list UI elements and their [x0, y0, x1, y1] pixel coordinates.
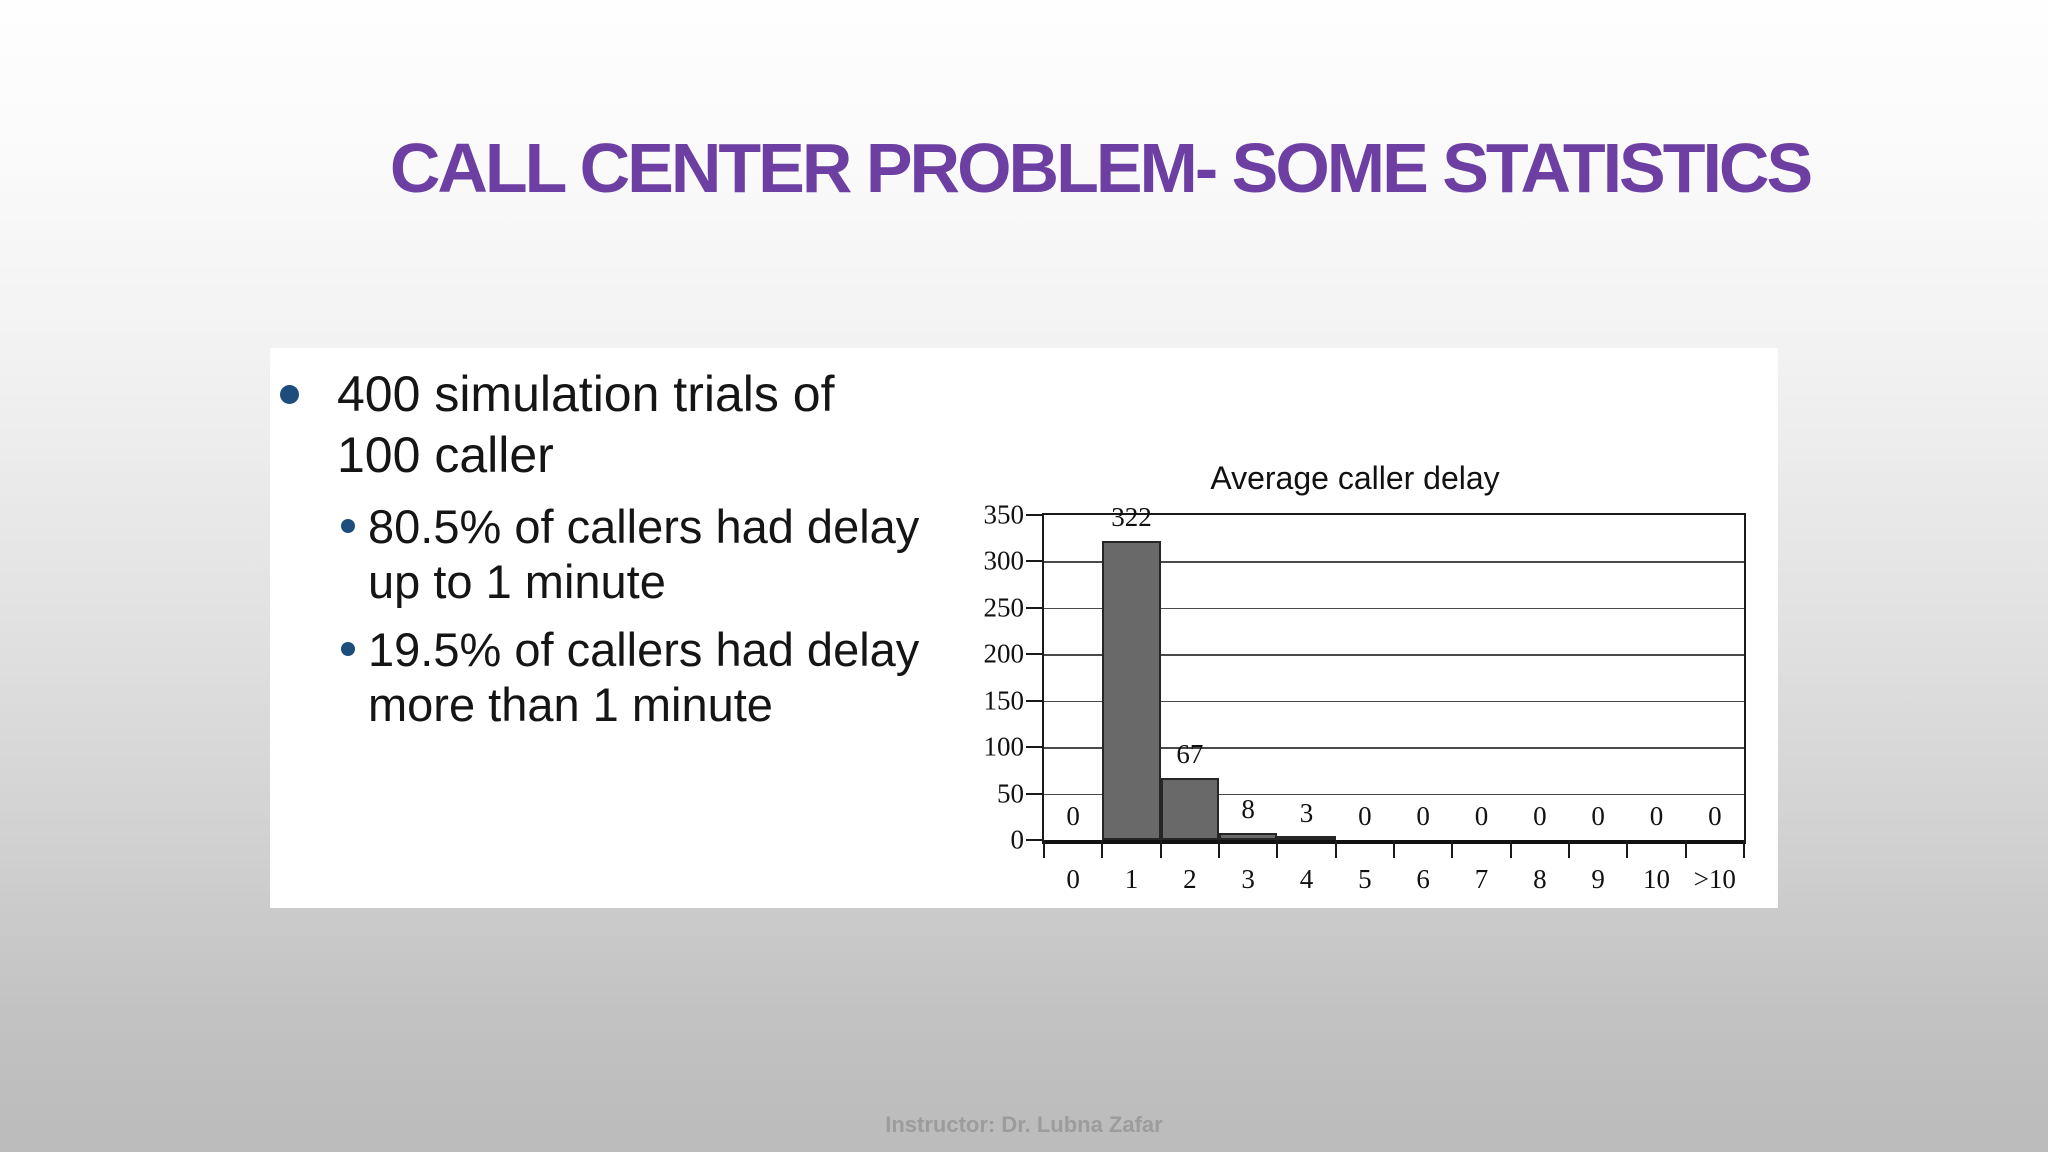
x-axis-label: 7	[1474, 864, 1489, 894]
bar-chart: Average caller delay 0 50 100 150 200 250 300 3…	[270, 348, 1778, 908]
x-axis-label: 0	[1066, 864, 1080, 894]
bar	[1277, 836, 1336, 840]
bar-value-label: 0	[1708, 801, 1722, 831]
x-axis-label: 9	[1591, 864, 1605, 894]
footer-credit: Instructor: Dr. Lubna Zafar	[885, 1112, 1163, 1137]
bar-value-label: 0	[1066, 801, 1080, 831]
x-axis-tick	[1626, 840, 1629, 858]
x-axis-label: 10	[1642, 864, 1670, 894]
bullet-dot-icon	[341, 519, 355, 533]
y-axis-label: 200	[983, 638, 1025, 669]
bullet-item: 80.5% of callers had delay up to 1 minut…	[270, 499, 1030, 609]
page-title: CALL CENTER PROBLEM- SOME STATISTICS	[389, 129, 1813, 207]
x-axis-tick	[1743, 840, 1745, 858]
bar-value-label: 0	[1649, 801, 1664, 831]
bar-value-label: 0	[1358, 801, 1372, 831]
bar-value-label: 0	[1591, 801, 1605, 831]
y-axis-tick	[1026, 746, 1042, 749]
bar-value-label: 0	[1533, 801, 1547, 831]
bar	[1219, 832, 1278, 840]
bullet-dot-icon	[280, 385, 299, 404]
y-axis-tick	[1026, 653, 1042, 656]
bullet-text: 19.5% of callers had delay more than 1 m…	[368, 623, 920, 731]
gridline	[1044, 607, 1744, 610]
x-axis-label: 3	[1241, 864, 1255, 894]
y-axis-label: 350	[983, 499, 1025, 530]
bar-value-label: 67	[1176, 738, 1204, 769]
y-axis-label: 100	[983, 731, 1025, 762]
bullet-text: 400 simulation trials of 100 caller	[337, 366, 835, 483]
gridline	[1044, 561, 1744, 563]
y-axis-label: 250	[983, 592, 1025, 623]
bullet-list: 400 simulation trials of 100 caller 80.5%…	[270, 364, 1030, 732]
bar-value-label: 0	[1416, 801, 1430, 831]
gridline	[1044, 747, 1744, 749]
x-axis-tick	[1684, 840, 1687, 858]
x-axis-tick	[1568, 840, 1570, 858]
bullet-item: 400 simulation trials of 100 caller	[270, 364, 1030, 486]
x-axis-label: 5	[1358, 864, 1372, 894]
bar	[1160, 777, 1219, 840]
x-axis-tick	[1043, 840, 1045, 858]
y-axis-tick	[1026, 792, 1042, 795]
bullet-text: 80.5% of callers had delay up to 1 minut…	[368, 500, 920, 608]
bullet-dot-icon	[341, 642, 355, 656]
y-axis-tick	[1026, 560, 1042, 563]
bar-value-label: 0	[1474, 801, 1489, 831]
content-panel: 400 simulation trials of 100 caller 80.5%…	[270, 348, 1778, 908]
x-axis-label: >10	[1693, 864, 1736, 894]
x-axis-tick	[1393, 840, 1395, 858]
gridline	[1044, 793, 1744, 796]
y-axis-label: 0	[1010, 824, 1025, 855]
y-axis-label: 150	[983, 685, 1025, 716]
gridline	[1044, 654, 1744, 656]
y-axis-label: 300	[983, 545, 1025, 576]
bullet-item: 19.5% of callers had delay more than 1 m…	[270, 622, 1030, 732]
bar-value-label: 3	[1299, 798, 1314, 829]
y-axis-label: 50	[997, 778, 1024, 809]
y-axis-tick	[1026, 514, 1042, 516]
x-axis-tick	[1334, 840, 1337, 858]
x-axis-label: 2	[1183, 864, 1197, 894]
x-axis-label: 8	[1533, 864, 1547, 894]
y-axis-tick	[1026, 606, 1042, 609]
x-axis-tick	[1218, 840, 1220, 858]
y-axis-tick	[1026, 839, 1042, 841]
y-axis-tick	[1026, 699, 1042, 702]
x-axis-label: 1	[1124, 864, 1139, 894]
x-axis-tick	[1509, 840, 1512, 858]
bar	[1102, 541, 1161, 840]
bar-value-label: 8	[1241, 793, 1255, 824]
chart-plot: 0 50 100 150 200 250 300 350 0 322 67 8 3 0 0 0 0 0 0 0 0 1 2 3…	[984, 500, 1746, 894]
x-axis-label: 4	[1299, 864, 1314, 894]
gridline	[1044, 700, 1744, 703]
x-axis-label: 6	[1416, 864, 1430, 894]
x-axis-tick	[1159, 840, 1162, 858]
x-axis-tick	[1451, 840, 1454, 858]
chart-title: Average caller delay	[1210, 460, 1500, 496]
x-axis-tick	[1276, 840, 1279, 858]
x-axis-tick	[1101, 840, 1104, 858]
bar-value-label: 322	[1111, 502, 1152, 532]
